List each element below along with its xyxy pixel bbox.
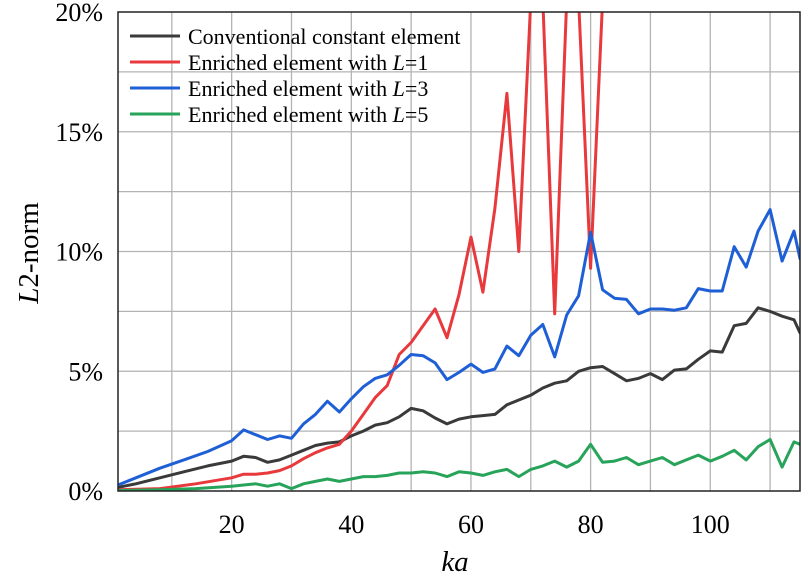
legend-label-2: Enriched element with L=1	[188, 50, 428, 75]
x-tick-label: 60	[458, 510, 484, 539]
series-line-3	[118, 208, 800, 487]
y-tick-labels: 0% 5% 10% 15% 20%	[55, 0, 103, 506]
plot-frame	[117, 11, 801, 492]
y-tick-label: 5%	[68, 357, 103, 386]
series-line-1	[118, 306, 800, 489]
y-axis-title-italic: L	[13, 288, 45, 305]
series-line-4	[118, 438, 800, 491]
series-lines	[118, 12, 800, 491]
x-tick-label: 40	[338, 510, 364, 539]
gridlines	[118, 12, 800, 491]
y-tick-label: 0%	[68, 477, 103, 506]
y-axis-title: L2-norm	[13, 202, 45, 305]
x-axis-title: ka	[441, 546, 468, 578]
legend-label-4: Enriched element with L=5	[188, 102, 428, 127]
x-tick-labels: 20 40 60 80 100	[219, 510, 730, 539]
legend-label-3: Enriched element with L=3	[188, 76, 428, 101]
x-tick-label: 100	[691, 510, 730, 539]
y-tick-label: 15%	[55, 118, 103, 147]
x-tick-label: 80	[578, 510, 604, 539]
x-tick-label: 20	[219, 510, 245, 539]
y-tick-label: 20%	[55, 0, 103, 27]
y-axis-title-rest: 2-norm	[13, 202, 45, 288]
series-line-2	[118, 12, 604, 491]
legend-label-1: Conventional constant element	[188, 24, 461, 49]
y-tick-label: 10%	[55, 238, 103, 267]
